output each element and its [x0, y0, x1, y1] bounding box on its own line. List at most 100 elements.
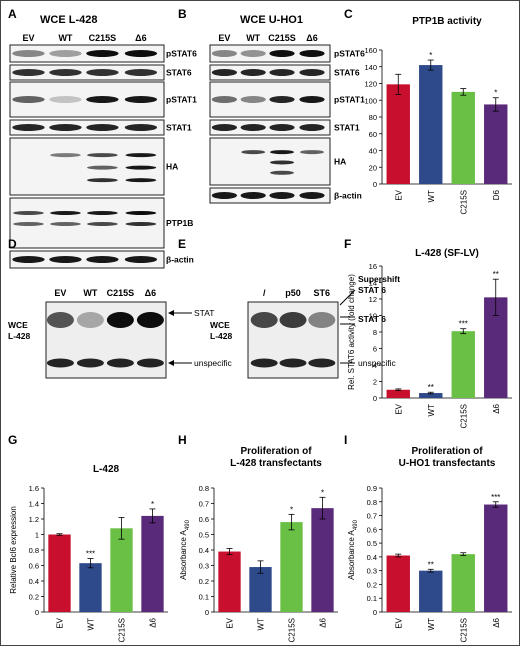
panel-letter: B [178, 7, 187, 21]
supershift-arrow [339, 289, 356, 306]
blot-band [240, 69, 266, 76]
panel-g-bcl6-chart: G L-428 0 0.2 0.4 0.6 0.8 1 1.2 1.4 1.6 Relative Bc… [8, 433, 168, 642]
blot-band [299, 124, 325, 131]
bar-c215s [110, 528, 133, 612]
blot-band [13, 222, 44, 226]
y-axis-label-subscript: 490 [353, 519, 359, 530]
blot-band [50, 153, 81, 158]
emsa-complex-band [279, 312, 307, 328]
blot-band [299, 50, 325, 57]
y-tick-label-12: 12 [369, 295, 377, 304]
x-tick-label-d6: D6 [492, 189, 501, 200]
panel-letter: A [8, 7, 17, 21]
lane-label-wt: WT [58, 33, 72, 43]
significance-marker: * [494, 89, 497, 98]
blot-band [299, 96, 325, 103]
y-tick-label-16: 16 [369, 262, 377, 271]
bar-6 [484, 297, 508, 398]
blot-band [125, 153, 157, 158]
blot-band [12, 50, 45, 57]
y-axis-label-subscript: 490 [185, 519, 191, 530]
y-tick-label-0: 0 [205, 608, 209, 617]
emsa-complex-band [136, 312, 164, 328]
y-tick-label-0-6: 0.6 [199, 515, 209, 524]
y-tick-label-0: 0 [35, 608, 39, 617]
y-tick-label-80: 80 [369, 113, 377, 122]
blot-band [86, 124, 119, 131]
panel-c-ptp1b-activity-chart: C PTP1B activity 0 20 40 60 80 100 120 140 160 EV * W… [344, 7, 512, 214]
x-tick-label-wt: WT [87, 618, 96, 631]
blot-label-stat1: STAT1 [166, 123, 192, 133]
blot-band [49, 124, 82, 131]
emsa-unspecific-band [279, 358, 307, 368]
panel-title: WCE U-HO1 [240, 14, 303, 26]
x-tick-label-c215s: C215S [459, 618, 468, 642]
significance-marker: ** [493, 270, 499, 279]
bar-d6 [484, 104, 508, 184]
blot-band [125, 178, 157, 183]
x-tick-label-ev: EV [394, 403, 403, 414]
panel-letter: I [344, 433, 347, 447]
blot-band [241, 150, 266, 155]
blot-band [124, 96, 158, 103]
blot-band [87, 178, 118, 183]
x-tick-label-wt: WT [427, 190, 436, 203]
lane-label-6: Δ6 [145, 288, 156, 298]
blot-band [299, 69, 325, 76]
y-tick-label-0-8: 0.8 [29, 546, 39, 555]
x-tick-label-c215s: C215S [459, 404, 468, 428]
x-tick-label-wt: WT [427, 618, 436, 631]
panel-letter: G [8, 433, 17, 447]
blot-label-pstat6: pSTAT6 [334, 49, 365, 59]
lysate-cell-label: L-428 [8, 331, 30, 341]
y-tick-label-0-6: 0.6 [29, 562, 39, 571]
blot-band [49, 96, 82, 103]
y-tick-label-1: 1 [35, 531, 39, 540]
significance-marker: *** [459, 320, 468, 329]
emsa-unspecific-band [250, 358, 278, 368]
bar-ev [386, 84, 410, 184]
panel-letter: E [178, 237, 186, 251]
blot-band [124, 50, 158, 57]
blot-band [240, 96, 266, 103]
panel-letter: F [344, 237, 351, 251]
y-tick-label-0-4: 0.4 [367, 553, 377, 562]
unspecific-arrowhead [168, 360, 174, 366]
panel-h-l428-proliferation-chart: H Proliferation ofL-428 transfectants 0 0.1… [178, 433, 338, 642]
emsa-unspecific-band [106, 358, 134, 368]
blot-band [125, 165, 157, 170]
y-tick-label-160: 160 [364, 46, 377, 55]
lane-label-ev: EV [54, 288, 66, 298]
panel-b-western-blot: B WCE U-HO1 EV WT C215S Δ6 pSTAT6 STAT6 pSTAT1 ST… [178, 7, 365, 204]
stat-band-label: STAT [194, 308, 214, 318]
significance-marker: * [151, 500, 154, 509]
x-tick-label-ev: EV [394, 189, 403, 200]
x-tick-label-wt: WT [257, 618, 266, 631]
y-tick-label-20: 20 [369, 163, 377, 172]
blot-band [240, 192, 266, 199]
x-tick-label-ev: EV [56, 617, 65, 628]
y-tick-label-60: 60 [369, 130, 377, 139]
blot-band [299, 192, 325, 199]
y-tick-label-10: 10 [369, 312, 377, 321]
y-axis-label: Relative Bcl6 expression [9, 506, 18, 594]
y-tick-label-0-1: 0.1 [199, 593, 209, 602]
y-tick-label-0-4: 0.4 [199, 546, 209, 555]
bar-wt [79, 563, 102, 612]
chart-title: Proliferation of [240, 446, 312, 457]
bar-c215s [451, 554, 475, 612]
chart-subtitle: U-HO1 transfectants [399, 458, 496, 469]
blot-band [86, 256, 119, 263]
emsa-unspecific-band [308, 358, 336, 368]
y-tick-label-8: 8 [373, 328, 377, 337]
y-tick-label-6: 6 [373, 345, 377, 354]
lane-label-c215s: C215S [107, 288, 135, 298]
panel-title: WCE L-428 [40, 14, 97, 26]
x-tick-label-6: Δ6 [149, 617, 158, 627]
lysate-label: WCE [210, 320, 230, 330]
panel-i-uho1-proliferation-chart: I Proliferation ofU-HO1 transfectants 0 0.1… [344, 433, 512, 642]
blot-band [13, 211, 44, 215]
lane-label-wt: WT [83, 288, 97, 298]
y-tick-label-100: 100 [364, 96, 377, 105]
blot-label-ha: HA [166, 162, 178, 172]
